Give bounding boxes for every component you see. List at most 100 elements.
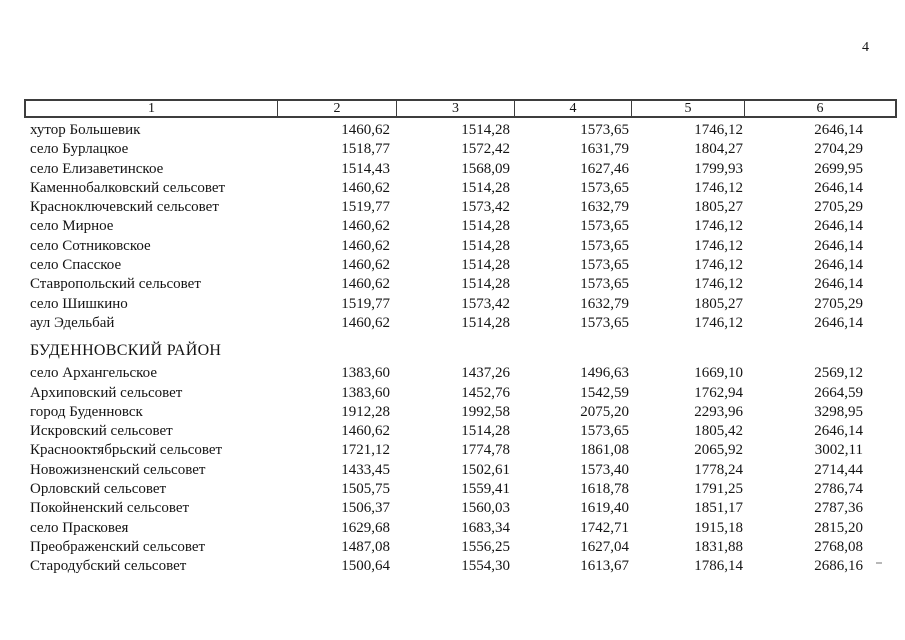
row-value-cell: 1514,28 [461,257,510,274]
row-value-cell: 1613,67 [580,558,629,575]
row-value-cell: 1683,34 [461,519,510,536]
row-value-cell: 1460,62 [341,257,390,274]
row-value-cell: 1805,42 [694,423,743,440]
row-value-cell: 2714,44 [814,461,863,478]
row-value-cell: 1573,42 [461,295,510,312]
row-value-cell: 2646,14 [814,257,863,274]
row-value-cell: 1573,40 [580,461,629,478]
row-value-cell: 1669,10 [694,365,743,382]
page-number: 4 [862,40,869,55]
row-value-cell: 1460,62 [341,179,390,196]
row-name-cell: Преображенский сельсовет [30,538,206,555]
row-value-cell: 1831,88 [694,538,743,555]
row-value-cell: 1632,79 [580,295,629,312]
row-value-cell: 1627,04 [580,538,629,555]
table-row: село Мирное 1460,62 1514,28 1573,65 1746… [24,217,897,236]
row-value-cell: 2699,95 [814,160,863,177]
row-value-cell: 2293,96 [694,403,743,420]
row-value-cell: 1460,62 [341,276,390,293]
row-value-cell: 1746,12 [694,276,743,293]
row-value-cell: 1556,25 [461,538,510,555]
row-value-cell: 1774,78 [461,442,510,459]
row-value-cell: 1573,65 [580,218,629,235]
row-value-cell: 2646,14 [814,237,863,254]
data-table: 1 2 3 4 5 6 хутор Большевик 1460,62 1514… [24,99,897,577]
row-value-cell: 2664,59 [814,384,863,401]
table-row: город Буденновск 1912,28 1992,58 2075,20… [24,403,897,422]
row-value-cell: 1804,27 [694,141,743,158]
row-value-cell: 1786,14 [694,558,743,575]
row-value-cell: 1631,79 [580,141,629,158]
table-row: Архиповский сельсовет 1383,60 1452,76 15… [24,384,897,403]
row-name-cell: село Спасское [30,257,122,274]
row-value-cell: 1721,12 [341,442,390,459]
row-value-cell: 1542,59 [580,384,629,401]
row-value-cell: 1559,41 [461,481,510,498]
row-value-cell: 3298,95 [814,403,863,420]
row-value-cell: 1460,62 [341,237,390,254]
row-value-cell: 1627,46 [580,160,629,177]
row-value-cell: 1460,62 [341,423,390,440]
table-row: село Бурлацкое 1518,77 1572,42 1631,79 1… [24,140,897,159]
row-value-cell: 2075,20 [580,403,629,420]
row-value-cell: 1514,28 [461,179,510,196]
row-name-cell: село Бурлацкое [30,141,129,158]
row-value-cell: 1619,40 [580,500,629,517]
row-value-cell: 1519,77 [341,199,390,216]
header-cell: 4 [515,101,632,116]
row-name-cell: Каменнобалковский сельсовет [30,179,226,196]
row-value-cell: 2646,14 [814,423,863,440]
row-name-cell: Ставропольский сельсовет [30,276,201,293]
row-value-cell: 1573,42 [461,199,510,216]
row-name-cell: город Буденновск [30,403,143,420]
row-value-cell: 1496,63 [580,365,629,382]
row-value-cell: 2646,14 [814,218,863,235]
row-value-cell: 1805,27 [694,295,743,312]
row-value-cell: 1573,65 [580,314,629,331]
table-row: село Шишкино 1519,77 1573,42 1632,79 180… [24,295,897,314]
row-value-cell: 2646,14 [814,314,863,331]
table-row: Искровский сельсовет 1460,62 1514,28 157… [24,422,897,441]
row-value-cell: 1746,12 [694,179,743,196]
table-row: Новожизненский сельсовет 1433,45 1502,61… [24,461,897,480]
row-value-cell: 1383,60 [341,365,390,382]
row-name-cell: Красноключевский сельсовет [30,199,219,216]
row-value-cell: 1992,58 [461,403,510,420]
row-name-cell: аул Эдельбай [30,314,115,331]
table-row: село Елизаветинское 1514,43 1568,09 1627… [24,160,897,179]
row-value-cell: 1915,18 [694,519,743,536]
row-value-cell: 1573,65 [580,257,629,274]
row-value-cell: 2704,29 [814,141,863,158]
table-row: Преображенский сельсовет 1487,08 1556,25… [24,538,897,557]
row-value-cell: 2705,29 [814,199,863,216]
row-name-cell: село Шишкино [30,295,128,312]
row-name-cell: село Сотниковское [30,237,151,254]
row-value-cell: 1505,75 [341,481,390,498]
row-value-cell: 1799,93 [694,160,743,177]
table-header-row: 1 2 3 4 5 6 [24,99,897,118]
row-name-cell: Новожизненский сельсовет [30,461,206,478]
row-value-cell: 1514,28 [461,237,510,254]
table-row: Стародубский сельсовет 1500,64 1554,30 1… [24,557,897,576]
table-row: село Архангельское 1383,60 1437,26 1496,… [24,364,897,383]
row-value-cell: 1452,76 [461,384,510,401]
row-value-cell: 1742,71 [580,519,629,536]
row-value-cell: 1514,28 [461,218,510,235]
header-cell: 2 [278,101,397,116]
table-row: Краснооктябрьский сельсовет 1721,12 1774… [24,441,897,460]
row-value-cell: 1568,09 [461,160,510,177]
row-value-cell: 2768,08 [814,538,863,555]
table-row: аул Эдельбай 1460,62 1514,28 1573,65 174… [24,314,897,333]
row-value-cell: 2686,16 [814,558,863,575]
row-value-cell: 1519,77 [341,295,390,312]
row-value-cell: 2787,36 [814,500,863,517]
row-value-cell: 1629,68 [341,519,390,536]
header-cell: 6 [816,101,824,116]
row-value-cell: 1383,60 [341,384,390,401]
row-value-cell: 1791,25 [694,481,743,498]
row-value-cell: 1762,94 [694,384,743,401]
row-value-cell: 2646,14 [814,122,863,138]
row-name-cell: село Мирное [30,218,114,235]
row-name-cell: село Прасковея [30,519,129,536]
